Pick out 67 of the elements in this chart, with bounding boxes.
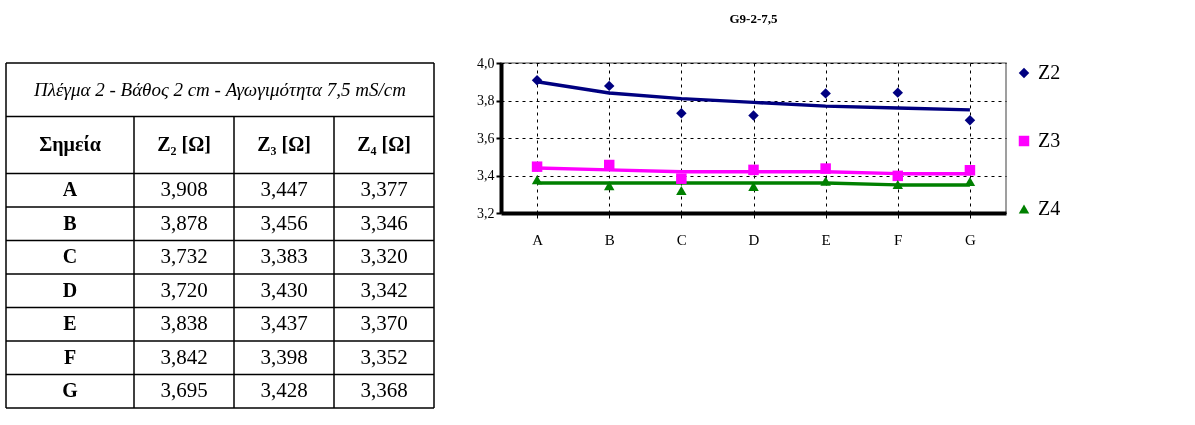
text: D (62, 278, 78, 301)
point (531, 75, 543, 86)
text: 3,377 (360, 177, 408, 202)
text: 3,878 (160, 210, 208, 235)
point (603, 80, 615, 92)
legend-label: Z2 (1038, 61, 1061, 83)
text: B (63, 211, 77, 234)
text: 3,695 (160, 378, 208, 403)
point (531, 175, 543, 185)
x-tick-label: E (821, 231, 831, 248)
text: Πλέγμα 2 - Βάθος 2 cm - Αγωγιμότητα 7,5 mS/cm (33, 78, 406, 100)
text: 3,838 (160, 311, 208, 336)
point (820, 163, 831, 174)
text: 3,342 (360, 277, 408, 302)
text: 3,732 (160, 244, 208, 269)
point (892, 179, 904, 190)
text: A (62, 178, 78, 201)
point (531, 161, 543, 172)
text: C (62, 245, 78, 268)
y-tick-label: 3,6 (477, 130, 495, 146)
point (820, 176, 831, 186)
point (676, 185, 687, 196)
y-tick-label: 3,8 (477, 93, 495, 108)
text: E (63, 312, 77, 335)
text: 3,370 (360, 311, 408, 336)
point (964, 114, 976, 126)
point (892, 87, 904, 98)
point (676, 108, 687, 119)
category-label: Z₂ [Ω] (157, 133, 211, 156)
text: 3,908 (160, 177, 208, 202)
legend-label: Z3 (1038, 129, 1061, 151)
x-tick-label: G (965, 231, 977, 248)
point (748, 164, 759, 176)
point (603, 181, 615, 191)
text: 3,352 (360, 344, 408, 369)
x-tick-label: A (532, 231, 544, 248)
text: G (62, 379, 79, 402)
text: 3,346 (360, 210, 408, 235)
chart-title: G9-2-7,5 (729, 11, 778, 26)
point (748, 110, 759, 121)
category-label: Z₃ [Ω] (257, 133, 311, 156)
legend-label: Z4 (1038, 197, 1061, 219)
point (892, 170, 904, 182)
x-tick-label: B (604, 231, 615, 248)
x-tick-label: F (894, 231, 903, 248)
y-tick-label: 4,0 (477, 55, 495, 71)
text: F (63, 345, 77, 368)
text: 3,320 (360, 244, 408, 269)
y-tick-label: 3,2 (477, 205, 495, 221)
text: 3,428 (260, 378, 308, 403)
text: 3,437 (260, 311, 308, 336)
point (676, 173, 687, 184)
text: 3,398 (260, 344, 308, 369)
text: 3,368 (360, 378, 408, 403)
category-label: Σημεία (39, 133, 101, 157)
text: 3,842 (160, 344, 208, 369)
category-label: Z₄ [Ω] (357, 133, 411, 156)
x-tick-label: C (676, 231, 687, 248)
text: 3,430 (260, 277, 308, 302)
point (820, 88, 831, 99)
text: 3,383 (260, 244, 308, 269)
point (964, 165, 976, 176)
text: 3,447 (260, 177, 308, 202)
y-tick-label: 3,4 (477, 168, 495, 183)
x-tick-label: D (748, 231, 760, 248)
text: 3,720 (160, 277, 208, 302)
text: 3,456 (260, 210, 308, 235)
